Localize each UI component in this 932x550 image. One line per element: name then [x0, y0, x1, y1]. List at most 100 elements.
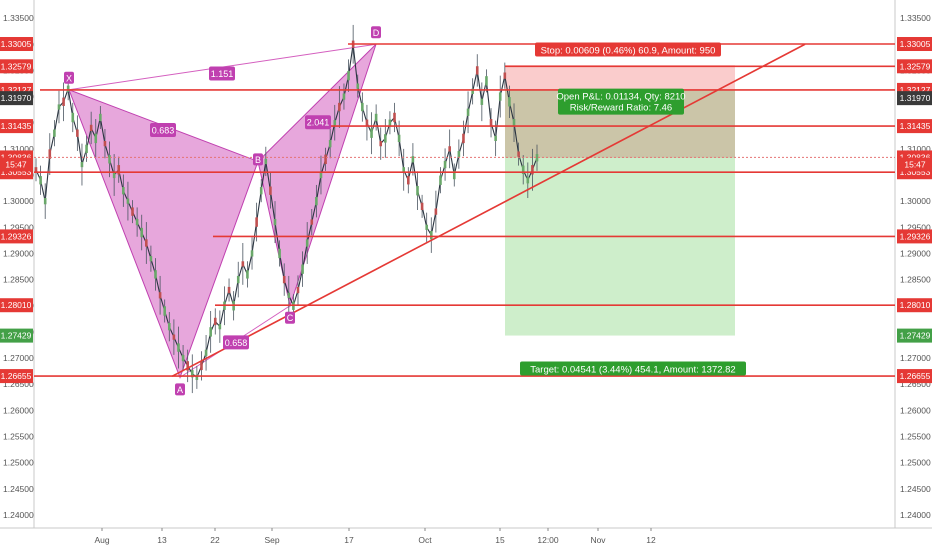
x-tick-label: 12:00: [537, 535, 559, 545]
candle-body: [122, 187, 125, 195]
candle-body: [135, 218, 139, 226]
x-tick-label: 17: [344, 535, 354, 545]
candle-body: [76, 129, 79, 137]
countdown-tag-left: [0, 157, 33, 172]
y-tick-label-left: 1.30000: [3, 196, 34, 206]
candle-body: [420, 202, 424, 211]
pattern-point-marker: [64, 71, 74, 84]
price-tag-box: [0, 298, 33, 313]
candle-body: [181, 354, 185, 362]
candle-body: [154, 270, 157, 279]
candle-body: [53, 129, 56, 137]
countdown-text-right: 15:47: [904, 160, 926, 170]
price-tag-left: 1.27429: [0, 328, 33, 343]
candle-body: [246, 270, 249, 279]
candle-body: [370, 128, 373, 138]
candle-body: [379, 141, 383, 147]
candle-body: [186, 361, 189, 371]
price-tag-box: [897, 119, 932, 134]
candle-body: [508, 97, 511, 107]
x-tick-label: 22: [210, 535, 220, 545]
candle-body: [296, 286, 300, 294]
x-tick-label: Aug: [94, 535, 109, 545]
ratio-label-box: [223, 335, 249, 350]
x-tick-label: 15: [495, 535, 505, 545]
price-tag-box: [897, 328, 932, 343]
candle-body: [480, 98, 484, 105]
price-tag-text: 1.26655: [900, 371, 931, 381]
candle-body: [85, 144, 88, 154]
candle-body: [99, 113, 102, 122]
candle-body: [503, 72, 507, 79]
candle-body: [361, 102, 364, 112]
candle-body: [163, 306, 166, 316]
candle-body: [494, 135, 497, 142]
harmonic-triangle-bcd: [257, 43, 377, 308]
price-tag-left: 1.32579: [0, 59, 33, 74]
candle-body: [443, 160, 447, 169]
price-tag-text: 1.30836: [1, 152, 32, 162]
price-tag-text: 1.28010: [1, 300, 32, 310]
current-price-text-left: 1.31970: [1, 93, 32, 103]
candle-body: [213, 317, 217, 326]
price-tag-text: 1.30836: [900, 152, 931, 162]
ratio-label-box: [209, 66, 235, 81]
candle-body: [347, 70, 350, 81]
y-tick-label-right: 1.28500: [900, 275, 931, 285]
candle-body: [66, 85, 70, 92]
candle-body: [301, 264, 304, 274]
price-tag-text: 1.28010: [900, 300, 931, 310]
candle-body: [457, 150, 461, 158]
candle-body: [241, 261, 245, 267]
candle-body: [200, 361, 203, 371]
price-tag-text: 1.33005: [1, 39, 32, 49]
y-tick-label-right: 1.33500: [900, 13, 931, 23]
candle-body: [204, 349, 208, 356]
countdown-text-left: 15:47: [5, 160, 27, 170]
y-tick-label-right: 1.27000: [900, 353, 931, 363]
candle-body: [145, 239, 148, 247]
price-tag-left: 1.31435: [0, 119, 33, 134]
candle-body: [416, 185, 419, 196]
price-tag-right: 1.29326: [897, 229, 932, 244]
price-tag-box: [897, 229, 932, 244]
price-tag-text: 1.31435: [900, 121, 931, 131]
y-tick-label-left: 1.31000: [3, 144, 34, 154]
current-price-text-right: 1.31970: [900, 93, 931, 103]
price-tag-right: 1.27429: [897, 328, 932, 343]
candle-body: [475, 66, 479, 75]
y-tick-label-left: 1.27000: [3, 353, 34, 363]
candle-body: [434, 208, 438, 215]
y-tick-label-left: 1.24000: [3, 510, 34, 520]
pattern-point-label: B: [255, 155, 261, 165]
price-tag-box: [0, 37, 33, 52]
candle-body: [167, 323, 171, 331]
candle-body: [466, 108, 470, 116]
ratio-label-box: [150, 123, 176, 138]
price-tag-box: [0, 328, 33, 343]
candle-body: [439, 175, 442, 185]
candle-body: [485, 76, 488, 86]
y-tick-label-left: 1.24500: [3, 484, 34, 494]
price-tag-text: 1.26655: [1, 371, 32, 381]
candle-body: [535, 154, 539, 162]
candle-body: [425, 224, 428, 230]
candle-body: [177, 343, 180, 352]
pattern-point-label: A: [177, 385, 183, 395]
candle-body: [117, 165, 121, 175]
candle-body: [131, 207, 134, 216]
price-tag-right: 1.32579: [897, 59, 932, 74]
candle-body: [255, 217, 258, 227]
y-tick-label-left: 1.25500: [3, 431, 34, 441]
y-tick-label-right: 1.25500: [900, 431, 931, 441]
candle-body: [282, 275, 286, 284]
y-tick-label-left: 1.25000: [3, 458, 34, 468]
candle-body: [108, 155, 111, 164]
y-tick-label-left: 1.29000: [3, 248, 34, 258]
candle-body: [140, 227, 144, 238]
pnl-info-box-text: Risk/Reward Ratio: 7.46: [570, 103, 672, 114]
price-tag-right: 1.31435: [897, 119, 932, 134]
price-tag-box: [897, 59, 932, 74]
